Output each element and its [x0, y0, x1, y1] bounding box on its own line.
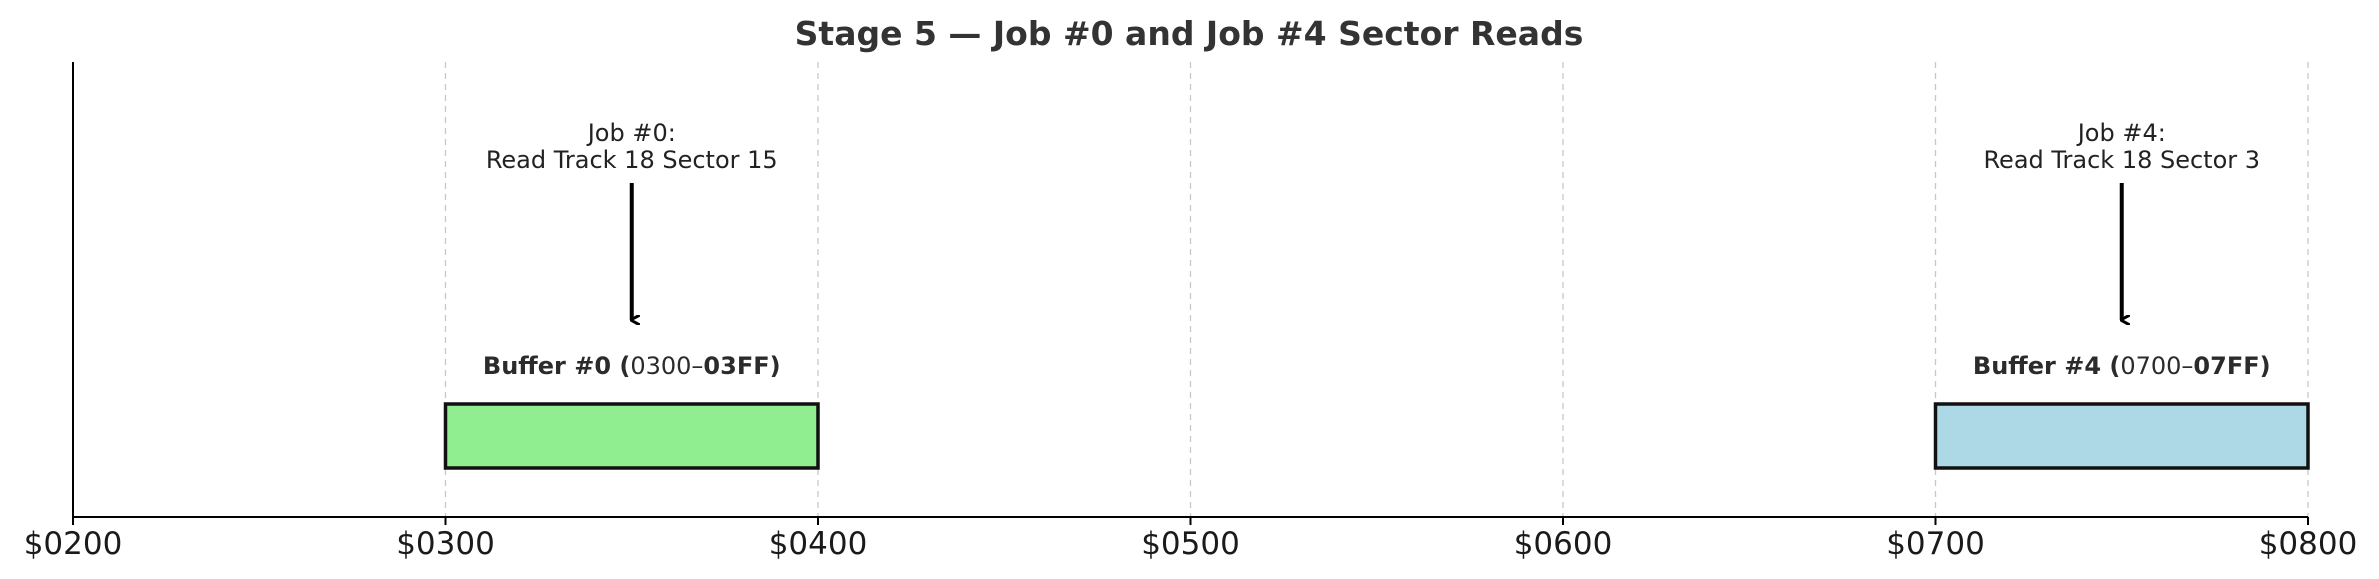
x-tick-label: $0300 — [396, 526, 495, 562]
chart-title: Stage 5 — Job #0 and Job #4 Sector Reads — [795, 14, 1584, 53]
job-0-annotation-line: Job #0: — [586, 119, 676, 147]
x-tick-labels: $0200 $0300 $0400 $0500 $0600 $0700 $0800 — [24, 517, 2358, 562]
job-annotations: Job #0:Read Track 18 Sector 15 Job #4:Rea… — [486, 119, 2260, 320]
x-tick-label: $0600 — [1514, 526, 1613, 562]
job-4-annotation-line: Job #4: — [2076, 119, 2166, 147]
x-tick-label: $0400 — [769, 526, 868, 562]
buffer-4-label: Buffer #4 (0700–07FF) — [1973, 352, 2271, 380]
x-tick-label: $0500 — [1141, 526, 1240, 562]
x-tick-label: $0800 — [2259, 526, 2358, 562]
x-tick-label: $0700 — [1886, 526, 1985, 562]
buffer-0-bar — [443, 402, 820, 470]
buffer-4-bar — [1933, 402, 2310, 470]
job-0-annotation-line: Read Track 18 Sector 15 — [486, 146, 778, 174]
job-4-annotation-line: Read Track 18 Sector 3 — [1983, 146, 2260, 174]
x-tick-label: $0200 — [24, 526, 123, 562]
buffer-0-label: Buffer #0 (0300–03FF) — [483, 352, 781, 380]
buffer-bars: Buffer #0 (0300–03FF) Buffer #4 (0700–07F… — [443, 352, 2310, 470]
